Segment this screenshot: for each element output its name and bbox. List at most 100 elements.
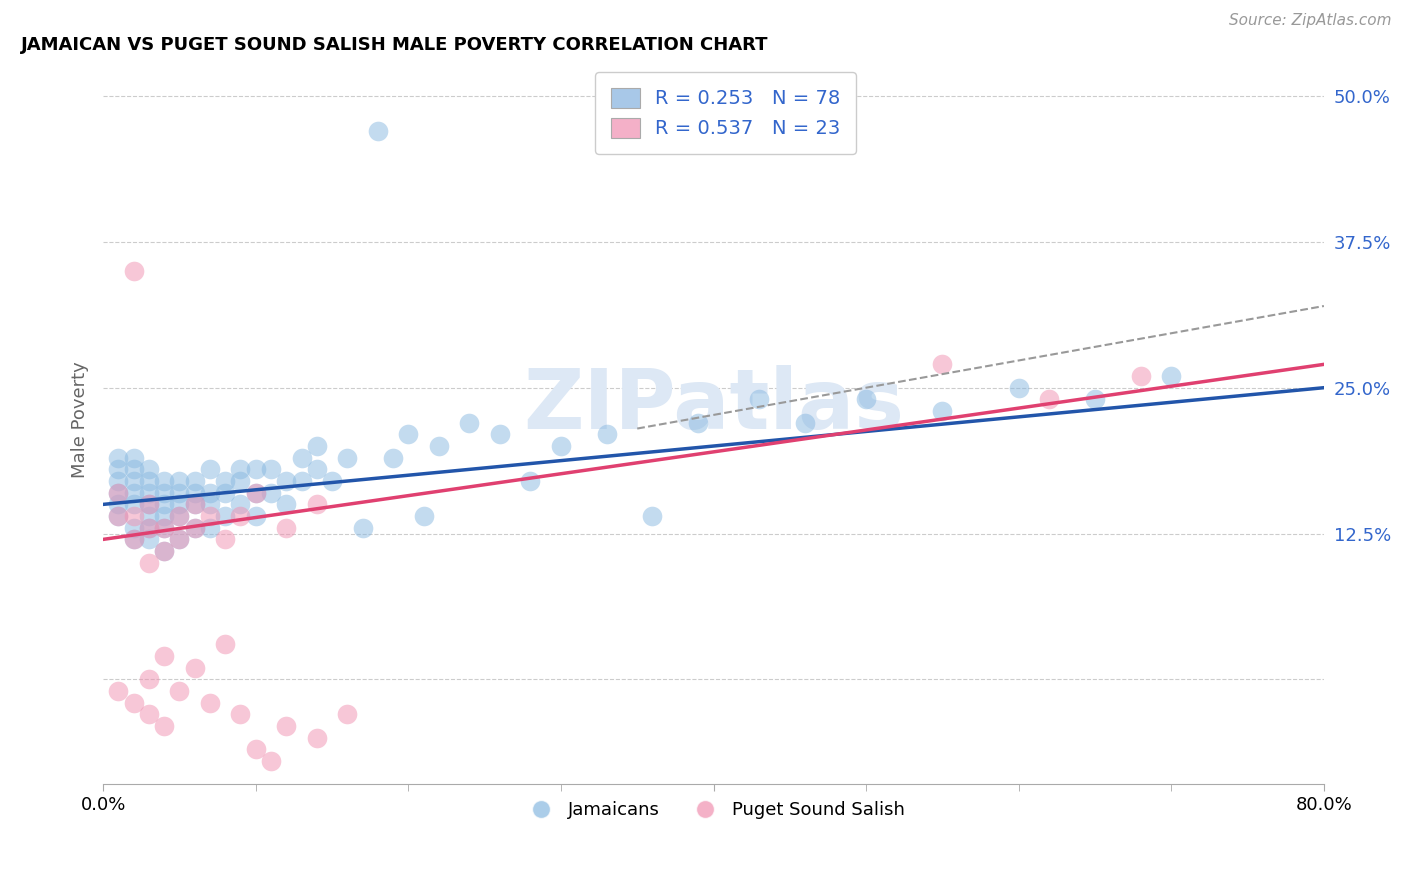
Point (396, 427, 419, 442)
Point (198, 462, 221, 476)
Point (122, 450, 145, 465)
Point (214, 474, 236, 488)
Point (122, 533, 145, 547)
Point (1160, 369, 1182, 384)
Point (138, 474, 160, 488)
Legend: Jamaicans, Puget Sound Salish: Jamaicans, Puget Sound Salish (515, 794, 912, 827)
Point (321, 474, 343, 488)
Point (183, 661, 205, 675)
Point (229, 497, 252, 511)
Point (107, 462, 129, 476)
Point (290, 474, 312, 488)
Point (107, 497, 129, 511)
Point (153, 521, 176, 535)
Point (153, 719, 176, 733)
Point (305, 731, 328, 745)
Point (153, 544, 176, 558)
Point (931, 404, 953, 418)
Point (276, 497, 298, 511)
Point (183, 474, 205, 488)
Point (931, 357, 953, 371)
Point (367, 124, 389, 138)
Point (198, 485, 221, 500)
Point (107, 509, 129, 524)
Point (169, 497, 191, 511)
Point (245, 462, 267, 476)
Point (107, 485, 129, 500)
Point (138, 497, 160, 511)
Point (855, 392, 877, 407)
Point (794, 416, 817, 430)
Point (153, 544, 176, 558)
Point (245, 485, 267, 500)
Point (245, 509, 267, 524)
Point (122, 462, 145, 476)
Point (122, 509, 145, 524)
Point (138, 462, 160, 476)
Point (276, 719, 298, 733)
Point (169, 533, 191, 547)
Point (138, 533, 160, 547)
Point (596, 427, 619, 442)
Point (169, 533, 191, 547)
Point (122, 696, 145, 710)
Text: Source: ZipAtlas.com: Source: ZipAtlas.com (1229, 13, 1392, 29)
Point (276, 474, 298, 488)
Text: ZIPatlas: ZIPatlas (523, 365, 904, 446)
Point (1008, 381, 1031, 395)
Y-axis label: Male Poverty: Male Poverty (72, 361, 89, 478)
Point (382, 450, 405, 465)
Point (214, 637, 236, 651)
Point (260, 754, 283, 768)
Point (153, 497, 176, 511)
Point (107, 509, 129, 524)
Point (138, 485, 160, 500)
Point (122, 497, 145, 511)
Point (183, 521, 205, 535)
Point (122, 521, 145, 535)
Point (153, 509, 176, 524)
Point (198, 521, 221, 535)
Point (138, 707, 160, 722)
Point (183, 497, 205, 511)
Point (138, 497, 160, 511)
Point (641, 509, 664, 524)
Point (153, 649, 176, 664)
Point (198, 696, 221, 710)
Point (138, 556, 160, 570)
Point (276, 521, 298, 535)
Point (214, 533, 236, 547)
Point (748, 392, 770, 407)
Point (122, 264, 145, 278)
Point (138, 521, 160, 535)
Point (153, 474, 176, 488)
Point (198, 509, 221, 524)
Point (122, 533, 145, 547)
Point (229, 474, 252, 488)
Point (412, 509, 434, 524)
Point (138, 521, 160, 535)
Point (183, 497, 205, 511)
Point (519, 474, 541, 488)
Point (229, 462, 252, 476)
Point (107, 485, 129, 500)
Point (138, 673, 160, 687)
Point (107, 684, 129, 698)
Point (122, 485, 145, 500)
Point (214, 509, 236, 524)
Point (305, 462, 328, 476)
Point (122, 474, 145, 488)
Point (245, 742, 267, 756)
Point (245, 485, 267, 500)
Point (169, 485, 191, 500)
Point (550, 439, 572, 453)
Point (305, 439, 328, 453)
Point (183, 485, 205, 500)
Point (153, 521, 176, 535)
Point (183, 521, 205, 535)
Point (458, 416, 481, 430)
Point (107, 450, 129, 465)
Point (107, 474, 129, 488)
Point (260, 485, 283, 500)
Point (290, 450, 312, 465)
